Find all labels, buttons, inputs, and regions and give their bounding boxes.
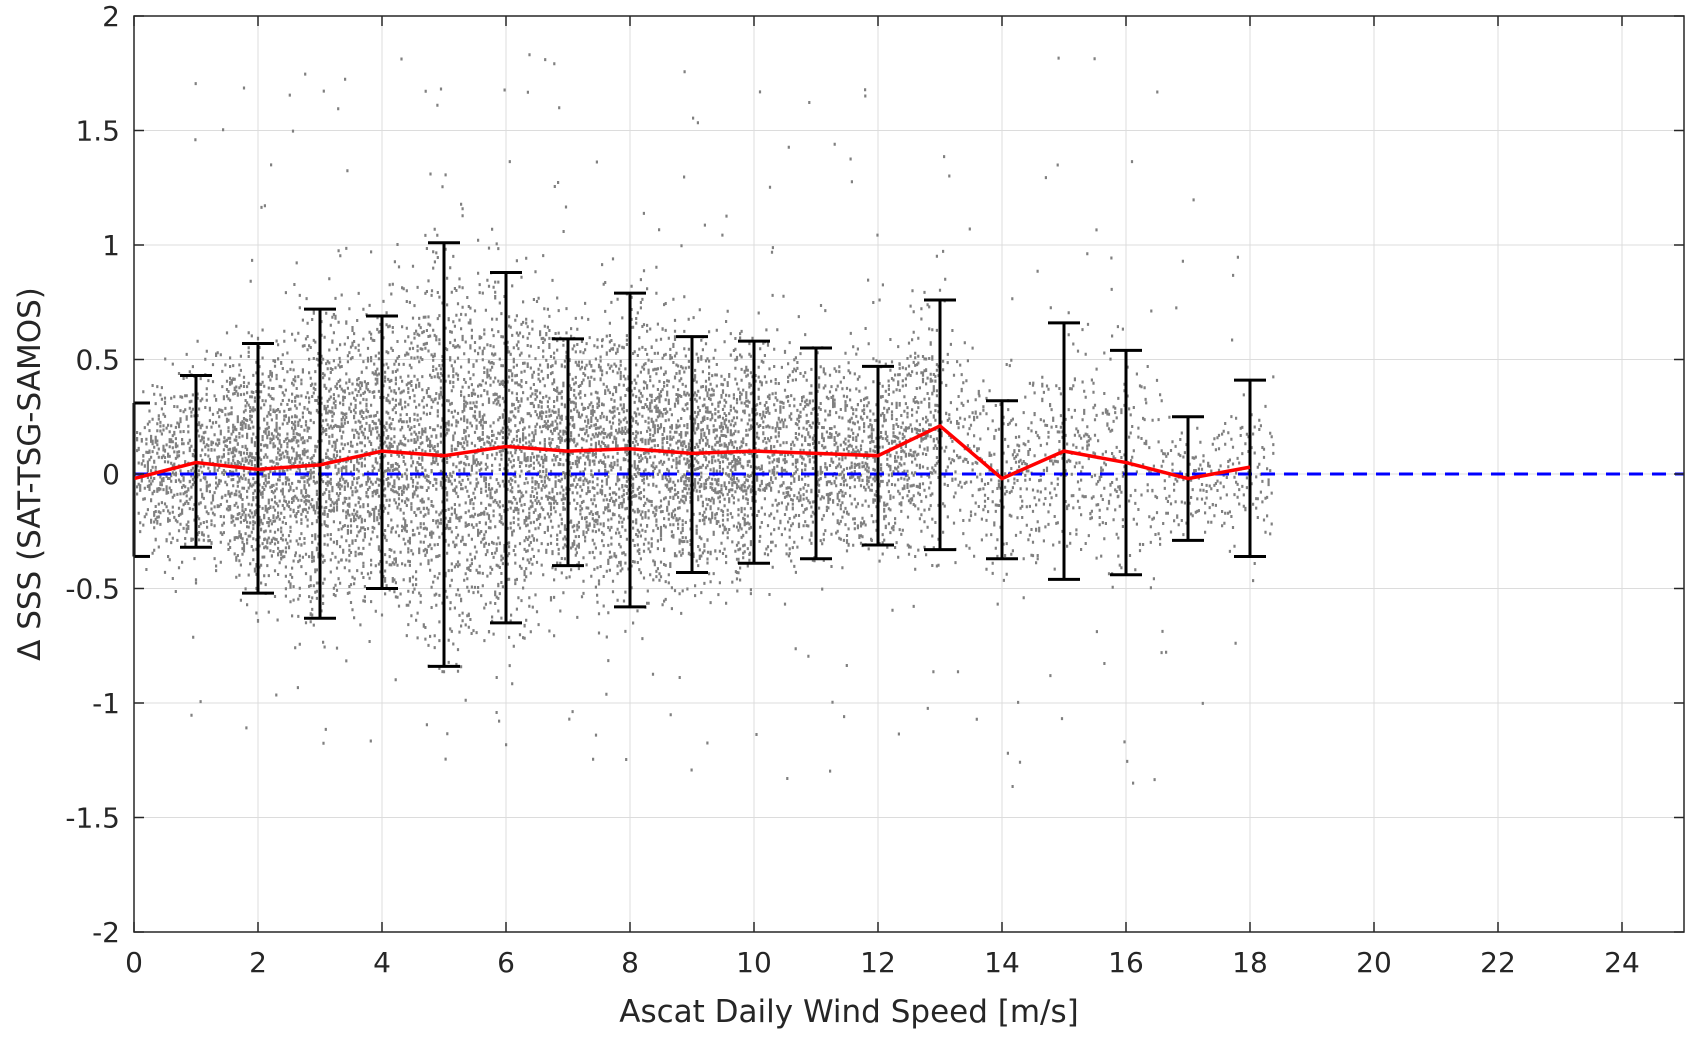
x-tick-label: 18 bbox=[1232, 946, 1268, 979]
x-tick-label: 0 bbox=[125, 946, 143, 979]
y-tick-label: 2 bbox=[102, 0, 120, 33]
y-tick-label: 1 bbox=[102, 229, 120, 262]
y-axis-label: Δ SSS (SAT-TSG-SAMOS) bbox=[12, 287, 48, 661]
x-tick-label: 24 bbox=[1604, 946, 1640, 979]
x-tick-label: 4 bbox=[373, 946, 391, 979]
y-axis-ticks: -2 -1.5 -1 -0.5 0 0.5 1 1.5 2 bbox=[65, 0, 1684, 949]
y-tick-label: -1 bbox=[92, 687, 120, 720]
y-tick-label: 1.5 bbox=[75, 115, 120, 148]
y-tick-label: -2 bbox=[92, 916, 120, 949]
y-tick-label: -0.5 bbox=[65, 573, 120, 606]
x-tick-label: 2 bbox=[249, 946, 267, 979]
x-tick-label: 22 bbox=[1480, 946, 1516, 979]
x-tick-label: 12 bbox=[860, 946, 896, 979]
x-tick-label: 6 bbox=[497, 946, 515, 979]
x-tick-label: 8 bbox=[621, 946, 639, 979]
x-tick-label: 14 bbox=[984, 946, 1020, 979]
x-axis-ticks: 0 2 4 6 8 10 12 14 16 18 20 22 24 bbox=[125, 16, 1640, 979]
y-tick-label: 0.5 bbox=[75, 344, 120, 377]
mean-line bbox=[133, 423, 1251, 481]
scatter-points bbox=[136, 53, 1275, 788]
x-axis-label: Ascat Daily Wind Speed [m/s] bbox=[619, 994, 1078, 1030]
x-tick-label: 16 bbox=[1108, 946, 1144, 979]
x-tick-label: 10 bbox=[736, 946, 772, 979]
scatter-cloud bbox=[136, 53, 1275, 788]
y-tick-label: 0 bbox=[102, 458, 120, 491]
x-tick-label: 20 bbox=[1356, 946, 1392, 979]
y-tick-label: -1.5 bbox=[65, 802, 120, 835]
